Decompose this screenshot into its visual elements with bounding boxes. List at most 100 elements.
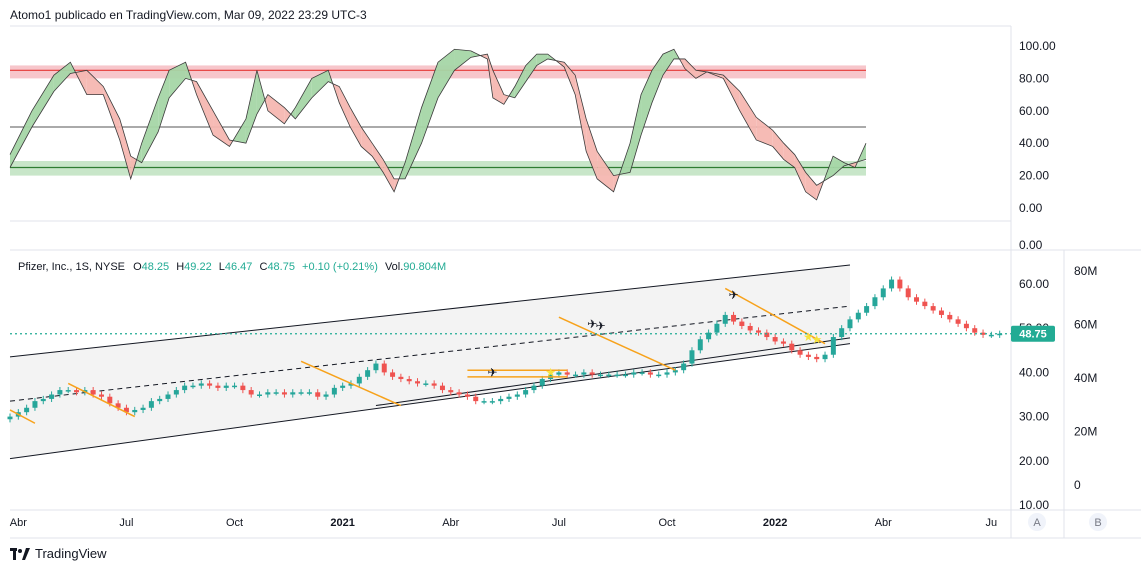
volume-label: Vol.	[385, 261, 403, 273]
price-tick-label: 40.00	[1019, 365, 1049, 379]
candle-body	[448, 390, 454, 393]
oscillator-fill-segment	[103, 86, 120, 140]
oscillator-fast-line	[9, 48, 867, 201]
price-tick-label: 10.00	[1019, 498, 1049, 512]
time-tick-label: 2021	[330, 517, 354, 529]
oscillator-fill-segment	[525, 54, 537, 82]
tradingview-brand[interactable]: TradingView	[10, 546, 107, 561]
oscillator-fill-segment	[350, 107, 362, 147]
candle-body	[240, 385, 246, 391]
volume-axis[interactable]: 80M 60M 40M 20M 0	[1074, 264, 1097, 492]
oscillator-fill-segment	[169, 62, 186, 98]
candle-body	[847, 319, 853, 329]
candle-body	[606, 374, 612, 377]
candle-body	[406, 379, 412, 382]
oscillator-fill-segment	[438, 49, 455, 98]
candle-body	[997, 333, 1003, 336]
oscillator-fill-segment	[119, 118, 131, 179]
candle-body	[631, 372, 637, 375]
oscillator-fill-segment	[739, 91, 757, 140]
time-axis[interactable]: Abr Jul Oct 2021 Abr Jul Oct 2022 Abr Ju	[10, 517, 997, 529]
time-tick-label: 2022	[763, 517, 787, 529]
price-pane[interactable]: ✈✈✈✈★★★	[7, 264, 1011, 460]
author-name[interactable]: Atomo1	[10, 8, 52, 22]
candle-body	[132, 409, 138, 413]
oversold-band	[10, 161, 866, 176]
volume-tick-label: 0	[1074, 478, 1081, 492]
oscillator-fill-segment	[372, 143, 384, 173]
high-label: H	[176, 261, 184, 273]
price-tick-label: 20.00	[1019, 454, 1049, 468]
oscillator-pane[interactable]	[9, 48, 867, 201]
candle-body	[381, 363, 387, 373]
last-price-label: 48.75	[1019, 329, 1047, 341]
candle-body	[556, 372, 562, 375]
pane-separators	[10, 25, 1141, 539]
oscillator-tick-label: 100.00	[1019, 39, 1056, 53]
candle-body	[764, 332, 770, 338]
candle-body	[506, 396, 512, 399]
trend-segment	[67, 382, 136, 418]
volume-scale-button[interactable]: B	[1089, 513, 1107, 531]
oscillator-fill-segment	[586, 118, 598, 179]
last-price-tag: 48.75	[1011, 325, 1055, 342]
candle-body	[323, 394, 329, 397]
candle-body	[498, 398, 504, 402]
star-marker-icon: ★	[803, 330, 814, 344]
time-tick-label: Ju	[986, 517, 998, 529]
chart-header: Atomo1 publicado en TradingView.com, Mar…	[10, 8, 367, 22]
time-tick-label: Abr	[442, 517, 459, 529]
time-tick-label: Jul	[552, 517, 566, 529]
candle-body	[464, 394, 470, 397]
channel-fill	[10, 264, 850, 459]
candle-body	[123, 407, 129, 413]
price-tick-label: 30.00	[1019, 410, 1049, 424]
oscillator-tick-label: 60.00	[1019, 104, 1049, 118]
oscillator-fill-segment	[630, 94, 642, 173]
oscillator-fill-segment	[141, 97, 159, 163]
oscillator-tick-label: 0.00	[1019, 201, 1043, 215]
symbol-legend[interactable]: Pfizer, Inc., 1S, NYSE O48.25 H49.22 L46…	[18, 261, 446, 273]
candle-body	[290, 392, 296, 395]
oscillator-tick-label: 0.00	[1019, 238, 1043, 252]
volume-scale-label: B	[1094, 517, 1101, 529]
candle-body	[157, 398, 163, 402]
candle-body	[814, 356, 820, 360]
auto-scale-button[interactable]: A	[1028, 513, 1046, 531]
candle-body	[57, 390, 63, 395]
candle-body	[672, 370, 678, 373]
candle-body	[573, 374, 579, 377]
candle-body	[423, 383, 429, 385]
oscillator-fill-segment	[756, 117, 773, 147]
candle-body	[248, 390, 254, 395]
candle-body	[564, 372, 570, 375]
candle-body	[805, 354, 811, 357]
candle-body	[664, 372, 670, 375]
candle-body	[90, 390, 96, 395]
star-marker-icon: ★	[811, 332, 822, 346]
candle-body	[797, 350, 803, 355]
oscillator-fill-segment	[641, 70, 652, 136]
inner-trend-line	[375, 337, 851, 407]
oscillator-price-axis[interactable]: 100.00 80.00 60.00 40.00 20.00 0.00 0.00	[1019, 39, 1056, 252]
trend-segment	[9, 409, 36, 424]
candle-body	[431, 383, 437, 386]
oscillator-fill-segment	[684, 58, 696, 79]
candle-body	[456, 392, 462, 395]
time-tick-label: Jul	[119, 517, 133, 529]
candle-body	[215, 385, 221, 388]
candle-body	[955, 319, 961, 324]
published-text: publicado en TradingView.com, Mar 09, 20…	[54, 8, 367, 22]
volume-tick-label: 40M	[1074, 371, 1097, 385]
candle-body	[722, 314, 728, 324]
time-tick-label: Abr	[875, 517, 892, 529]
candle-body	[165, 394, 171, 399]
candle-body	[65, 390, 71, 392]
time-tick-label: Abr	[10, 517, 27, 529]
candle-body	[232, 385, 238, 388]
airplane-marker-icon: ✈	[587, 317, 597, 331]
oscillator-fill-segment	[196, 81, 214, 136]
oscillator-fill-segment	[405, 107, 422, 179]
